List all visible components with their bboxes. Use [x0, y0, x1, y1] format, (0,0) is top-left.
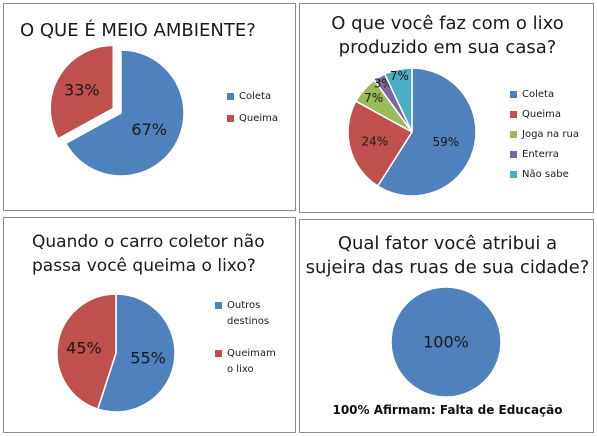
legend-item-enterra: Enterra	[510, 149, 579, 161]
legend-item-outros-destinos: Outros destinos	[215, 300, 276, 328]
data-label-nao-sabe: 7%	[390, 69, 409, 83]
pie-chart-lixo-casa: 59%24%7%3%7%	[347, 67, 477, 197]
chart-panel-carro-coletor: Quando o carro coletor não passa você qu…	[3, 217, 296, 433]
pie-slice-coleta	[64, 49, 185, 177]
legend-item-queima: Queima	[227, 113, 278, 125]
pie-slice-queima	[347, 100, 414, 188]
data-label-coleta: 67%	[131, 120, 167, 139]
chart-legend: Outros destinos Queimam o lixo	[215, 300, 276, 376]
chart-title: O que você faz com o lixo produzido em s…	[331, 13, 564, 58]
legend-item-queima: Queima	[510, 109, 579, 121]
legend-swatch	[510, 111, 517, 118]
legend-swatch	[510, 151, 517, 158]
chart-title: Qual fator você atribui a sujeira das ru…	[305, 233, 590, 278]
data-label-joga-na-rua: 7%	[364, 91, 383, 105]
data-label-queima: 24%	[361, 135, 388, 149]
chart-legend: Coleta Queima Joga na rua Enterra Não sa…	[510, 89, 579, 181]
pie-slice-falta-de-educacao	[390, 286, 502, 398]
chart-title: O QUE É MEIO AMBIENTE?	[20, 20, 256, 41]
legend-swatch	[227, 115, 234, 122]
pie-slice-queimam-o-lixo	[56, 293, 117, 411]
data-label-coleta: 59%	[432, 135, 459, 149]
pie-chart-sujeira-ruas: 100%	[390, 286, 502, 398]
chart-panel-lixo-casa: O que você faz com o lixo produzido em s…	[299, 3, 594, 213]
pie-slice-outros-destinos	[96, 293, 176, 413]
chart-panel-sujeira-ruas: Qual fator você atribui a sujeira das ru…	[299, 219, 594, 433]
data-label-falta-de-educacao: 100%	[423, 333, 469, 352]
pie-slice-nao-sabe	[383, 67, 413, 133]
data-label-queimam-o-lixo: 45%	[66, 338, 102, 357]
pie-chart-carro-coletor: 55% 45%	[56, 293, 176, 413]
data-label-queima: 33%	[64, 80, 100, 99]
legend-item-queimam-o-lixo: Queimam o lixo	[215, 348, 276, 376]
legend-item-joga-na-rua: Joga na rua	[510, 129, 579, 141]
legend-item-coleta: Coleta	[510, 89, 579, 101]
chart-annotation: 100% Afirmam: Falta de Educação	[332, 403, 563, 417]
legend-swatch	[215, 302, 222, 309]
legend-swatch	[510, 91, 517, 98]
legend-swatch	[227, 93, 234, 100]
legend-swatch	[510, 171, 517, 178]
legend-swatch	[215, 350, 222, 357]
chart-legend: Coleta Queima	[227, 91, 278, 125]
legend-item-coleta: Coleta	[227, 91, 278, 103]
legend-item-nao-sabe: Não sabe	[510, 169, 579, 181]
pie-chart-meio-ambiente: 67% 33%	[49, 44, 185, 177]
legend-swatch	[510, 131, 517, 138]
chart-title: Quando o carro coletor não passa você qu…	[32, 232, 265, 276]
pie-slice-queima	[49, 44, 115, 140]
chart-panel-meio-ambiente: O QUE É MEIO AMBIENTE? 67% 33% Coleta Que…	[3, 3, 296, 211]
pie-slice-coleta	[376, 67, 477, 197]
data-label-outros-destinos: 55%	[130, 349, 166, 368]
